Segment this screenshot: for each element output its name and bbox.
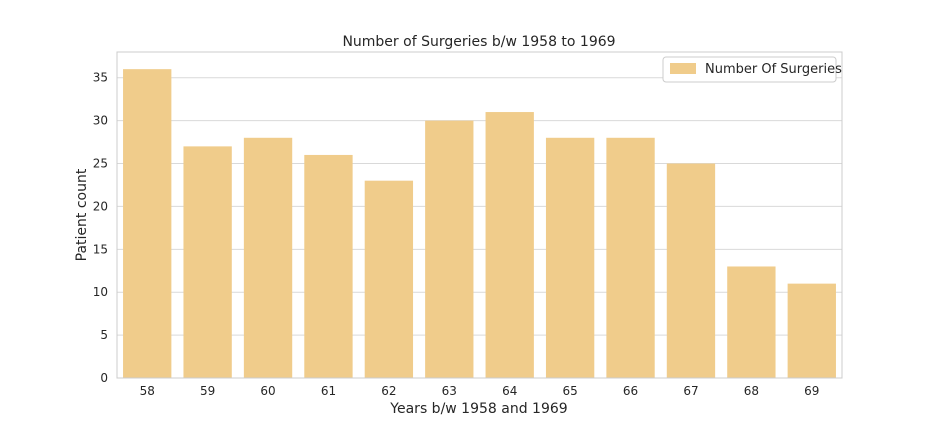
x-axis-label: Years b/w 1958 and 1969 [389,401,567,417]
legend-swatch [670,63,696,74]
x-tick-label: 68 [744,384,759,398]
x-tick-label: 58 [140,384,155,398]
bar [183,146,232,378]
x-tick-label: 65 [562,384,577,398]
x-tick-label: 59 [200,384,215,398]
gridlines [117,77,842,379]
y-tick-label: 25 [93,157,108,171]
x-tick-label: 66 [623,384,638,398]
y-tick-label: 15 [93,242,108,256]
y-tick-label: 10 [93,285,108,299]
x-tick-label: 63 [442,384,457,398]
bar [243,137,293,378]
y-tick-label: 5 [100,328,108,342]
bar [787,283,836,378]
legend-entry: Number Of Surgeries [705,62,842,77]
x-tick-label: 60 [260,384,275,398]
legend: Number Of Surgeries [662,56,842,83]
bar [606,137,655,378]
y-tick-label: 20 [93,199,108,213]
bar [666,163,716,378]
bar [545,137,595,378]
x-axis-ticks: 58 59 60 61 62 63 64 65 66 67 68 69 [140,384,820,398]
chart-title: Number of Surgeries b/w 1958 to 1969 [342,34,615,50]
x-tick-label: 69 [804,384,819,398]
bar [485,112,534,378]
y-axis-ticks: 0 5 10 15 20 25 30 35 [93,71,108,385]
y-tick-label: 35 [93,71,108,85]
bar [304,154,353,378]
y-axis-label: Patient count [74,168,90,261]
plot-frame [116,51,843,379]
bar [123,69,172,378]
x-tick-label: 61 [321,384,336,398]
bar [364,180,414,378]
y-tick-label: 0 [100,371,108,385]
legend-box [662,56,837,83]
x-tick-label: 67 [683,384,698,398]
bar [425,120,474,378]
bars [123,69,836,378]
bar [727,266,776,378]
y-tick-label: 30 [93,114,108,128]
x-tick-label: 64 [502,384,517,398]
x-tick-label: 62 [381,384,396,398]
